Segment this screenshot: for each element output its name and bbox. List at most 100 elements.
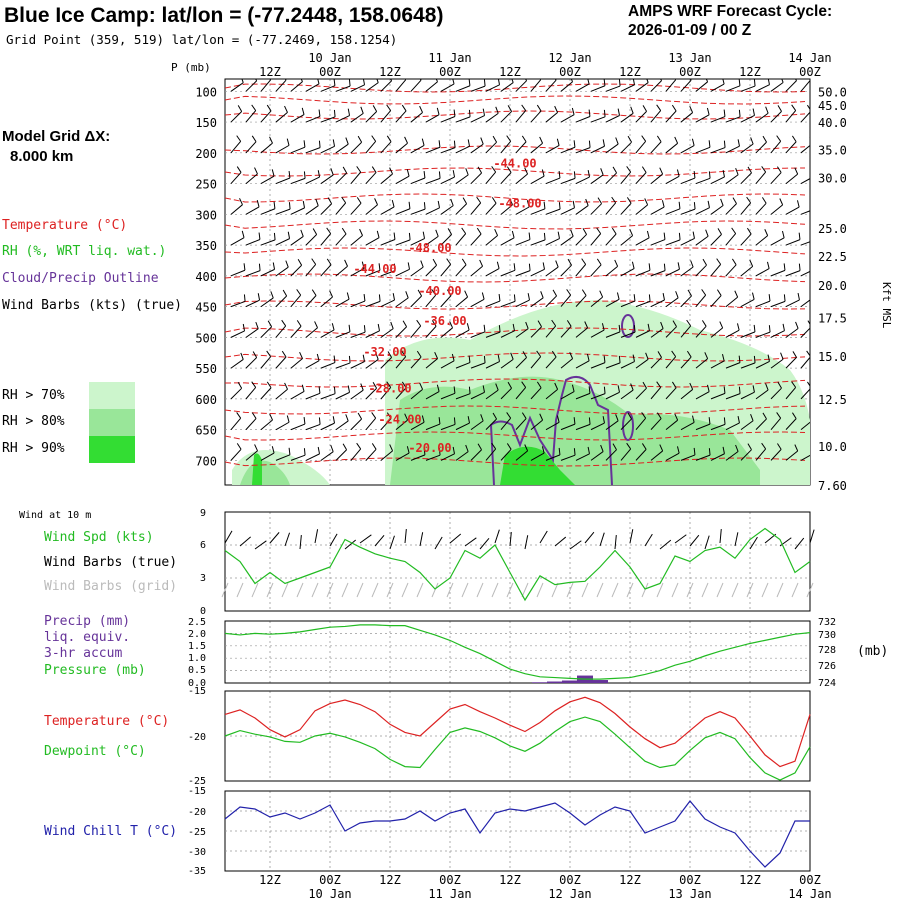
wind-barb bbox=[710, 289, 722, 307]
true-wind-barb bbox=[404, 529, 407, 544]
wind-barb bbox=[350, 325, 366, 338]
wind-barb bbox=[650, 444, 664, 461]
wind-barb bbox=[455, 444, 469, 461]
wind-barb bbox=[470, 414, 484, 431]
grid-wind-barb bbox=[596, 582, 604, 598]
wind-barb bbox=[395, 232, 411, 246]
kft-tick-label: 45.0 bbox=[818, 99, 847, 113]
wind-barb bbox=[305, 170, 321, 185]
wind-barb bbox=[290, 258, 303, 277]
top-hour-label: 12Z bbox=[379, 65, 401, 79]
grid-wind-barb bbox=[611, 582, 619, 598]
isotherm-line bbox=[225, 405, 806, 415]
top-hour-label: 00Z bbox=[439, 65, 461, 79]
wind-barb bbox=[515, 200, 530, 215]
wind-barb bbox=[620, 354, 635, 369]
wind-barb bbox=[560, 79, 574, 92]
wind-barb bbox=[695, 384, 710, 400]
bottom-hour-label: 12Z bbox=[379, 873, 401, 887]
wind-barb bbox=[305, 109, 321, 123]
wind-barb bbox=[650, 79, 662, 92]
bottom-hour-label: 00Z bbox=[799, 873, 821, 887]
wind-barb bbox=[620, 442, 632, 461]
wind-barb bbox=[710, 386, 726, 400]
wind-barb bbox=[575, 170, 590, 185]
wind-barb bbox=[816, 416, 829, 430]
wind-barb bbox=[665, 413, 679, 431]
wind-barb bbox=[620, 383, 634, 400]
wind-barb bbox=[545, 260, 559, 277]
wind-barb bbox=[620, 135, 632, 154]
wind-barb bbox=[515, 263, 531, 277]
wind-barb bbox=[635, 323, 650, 338]
wind-barb bbox=[455, 386, 471, 400]
windchill-panel bbox=[224, 790, 811, 872]
true-wind-barb bbox=[359, 534, 372, 544]
wind-barb bbox=[275, 415, 290, 431]
wind-barb bbox=[605, 196, 617, 215]
wind-barb bbox=[455, 416, 470, 431]
wind-barb bbox=[410, 382, 424, 400]
wind-barb bbox=[335, 137, 349, 154]
wind-barb bbox=[725, 444, 739, 461]
wind-barb bbox=[350, 166, 362, 184]
wind-barb bbox=[635, 79, 649, 92]
isotherm-line bbox=[225, 457, 806, 467]
wind-barb bbox=[380, 293, 396, 308]
wind-barb bbox=[770, 135, 782, 154]
wind-barb bbox=[425, 107, 440, 123]
wind-barb bbox=[230, 198, 243, 215]
wind-barb bbox=[380, 79, 393, 92]
wind-barb bbox=[275, 289, 288, 307]
legend-wind-barbs: Wind Barbs (kts) (true) bbox=[2, 298, 183, 313]
wind-barb bbox=[245, 79, 258, 92]
wind-barb bbox=[530, 79, 542, 92]
wind-barb bbox=[245, 381, 257, 400]
wind-barb bbox=[335, 292, 350, 308]
wind-barb bbox=[500, 135, 512, 154]
wind-barb bbox=[260, 79, 272, 92]
wind-barb bbox=[320, 197, 333, 215]
grid-wind-barb bbox=[221, 582, 229, 598]
wind-barb bbox=[725, 227, 737, 246]
wind-10m-label: Wind at 10 m bbox=[19, 510, 92, 521]
wind-barb bbox=[755, 442, 767, 461]
wind-barb bbox=[740, 259, 754, 277]
wind-barb bbox=[260, 136, 273, 154]
wind-barb bbox=[665, 201, 681, 215]
top-date-label: 14 Jan bbox=[788, 51, 831, 65]
pressure-tick-label: 728 bbox=[818, 645, 836, 656]
wind-barb bbox=[785, 381, 797, 400]
wind-barb bbox=[755, 354, 770, 369]
wind-barb bbox=[275, 350, 287, 369]
wind-barb bbox=[320, 416, 336, 431]
wind-barb bbox=[320, 227, 332, 246]
chill-tick-label: -25 bbox=[188, 827, 206, 838]
pressure-tick-label: 650 bbox=[195, 424, 217, 438]
wind-barb bbox=[650, 135, 662, 154]
wind-barb bbox=[515, 167, 529, 184]
wind-barb bbox=[785, 444, 799, 461]
wind-barb bbox=[515, 104, 527, 123]
wind-barb bbox=[320, 323, 335, 338]
wind-barb bbox=[530, 413, 544, 431]
bottom-date-label: 11 Jan bbox=[428, 887, 471, 900]
wind-barb bbox=[665, 136, 679, 154]
wind-barb bbox=[320, 139, 336, 154]
wind-barb bbox=[605, 324, 621, 338]
wind-barb bbox=[665, 291, 679, 308]
wind-barb bbox=[515, 351, 527, 369]
wind-barb bbox=[260, 291, 274, 308]
isotherm-label: -40.00 bbox=[418, 284, 461, 298]
wind-barb bbox=[260, 104, 272, 123]
wind-barb bbox=[290, 171, 306, 185]
wind-barb bbox=[350, 412, 363, 430]
wind-barb bbox=[470, 227, 482, 246]
wind-barb bbox=[605, 259, 619, 277]
wind-barb bbox=[410, 319, 422, 338]
wind-barb bbox=[785, 351, 797, 369]
wind-barb bbox=[320, 109, 336, 123]
wind-barb bbox=[710, 258, 722, 277]
wind-barb bbox=[335, 79, 351, 92]
wind-barb bbox=[800, 270, 810, 277]
